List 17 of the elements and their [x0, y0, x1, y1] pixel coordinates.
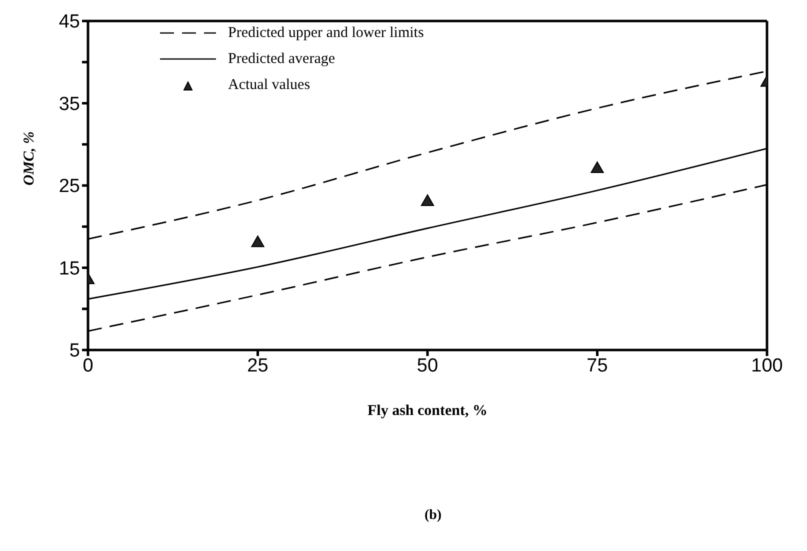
y-axis-title: OMC, %: [21, 131, 38, 186]
y-tick-label: 35: [58, 94, 80, 115]
y-tick-label: 15: [58, 258, 80, 280]
x-axis-title: Fly ash content, %: [368, 403, 488, 419]
x-tick-label: 25: [247, 355, 268, 376]
y-tick-label: 45: [58, 12, 80, 33]
y-tick-label: 25: [58, 176, 80, 198]
legend-label: Predicted upper and lower limits: [228, 24, 424, 43]
legend-label: Predicted average: [228, 50, 336, 69]
text: (b): [423, 508, 443, 524]
x-tick-label: 75: [586, 355, 608, 376]
legend-label: Actual values: [228, 76, 310, 95]
y-tick-label: 5: [69, 340, 80, 362]
x-tick-label: 0: [82, 355, 94, 376]
x-tick-label: 100: [751, 355, 783, 376]
x-tick-label: 50: [416, 355, 438, 376]
point: [420, 194, 434, 206]
